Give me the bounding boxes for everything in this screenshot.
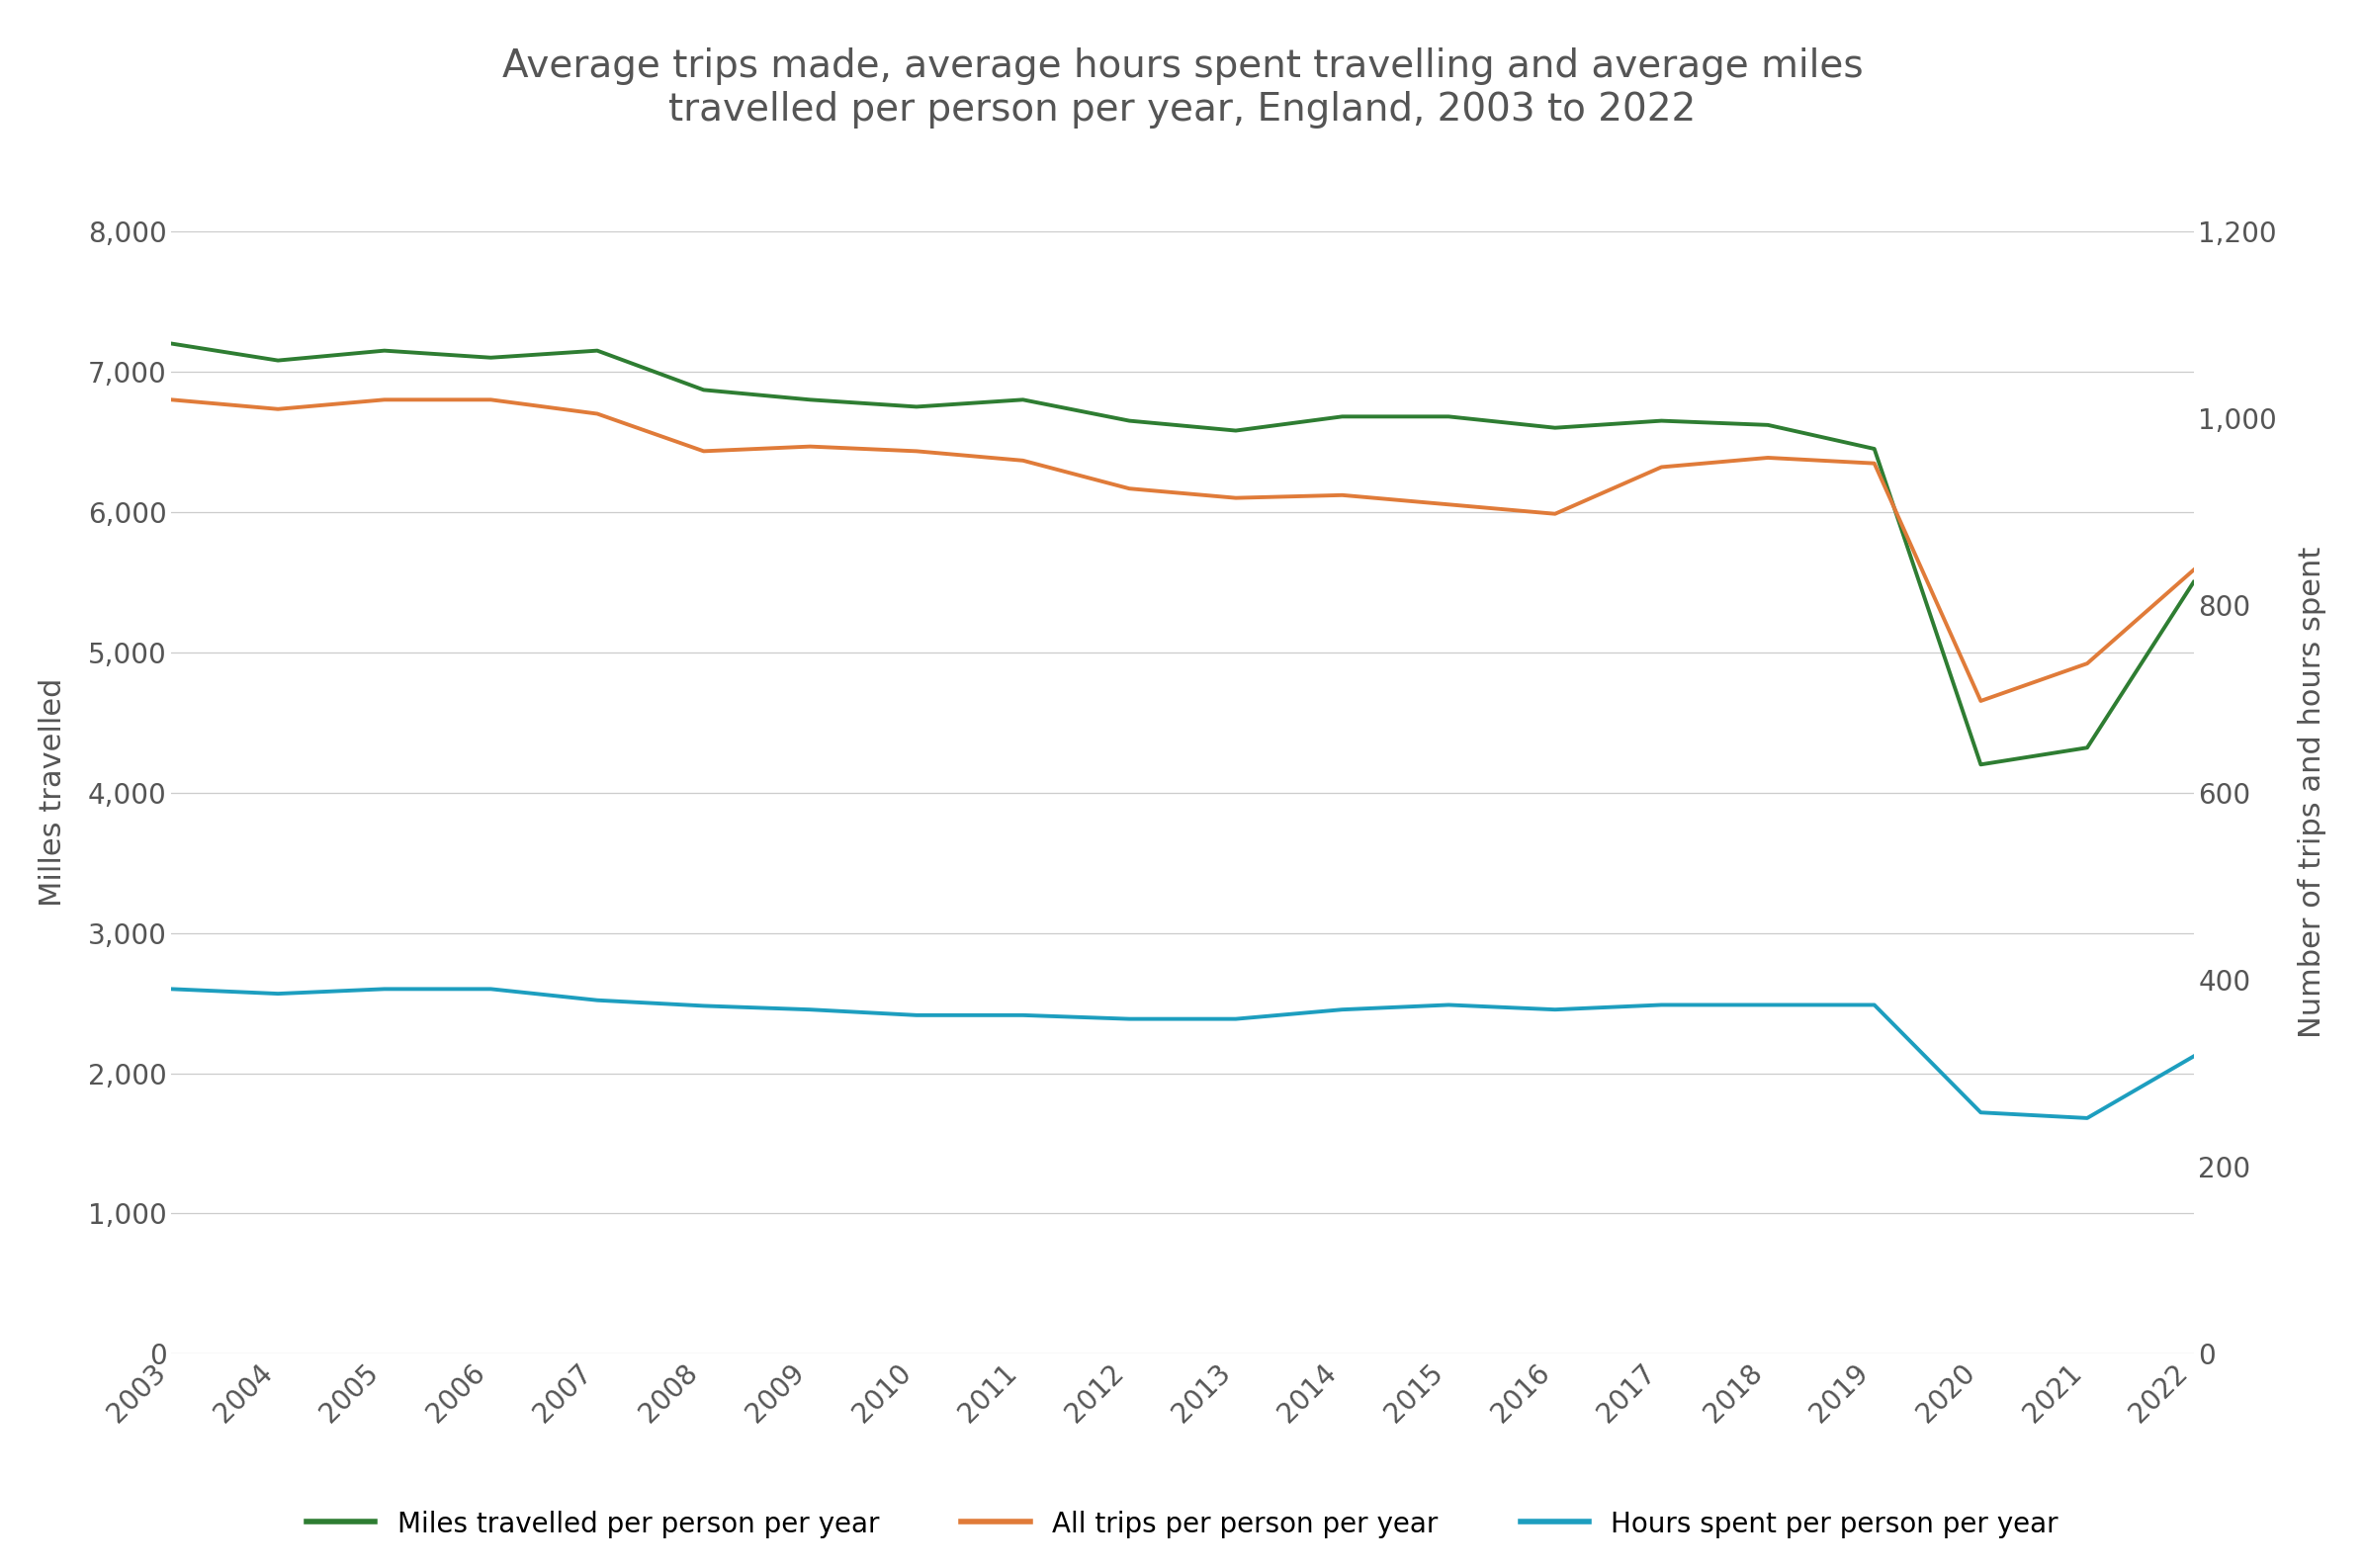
- All trips per person per year: [584, 405, 613, 423]
- All trips per person per year: [371, 390, 400, 409]
- All trips per person per year: [1223, 489, 1251, 508]
- Miles travelled per person per year: [478, 348, 506, 367]
- Miles travelled per person per year: [903, 397, 932, 416]
- Miles travelled per person per year: [1010, 390, 1038, 409]
- All trips per person per year: [1436, 495, 1464, 514]
- Hours spent per person per year: [1755, 996, 1783, 1014]
- Miles travelled per person per year: [158, 334, 187, 353]
- Hours spent per person per year: [1010, 1005, 1038, 1024]
- All trips per person per year: [1329, 486, 1358, 505]
- All trips per person per year: [1648, 458, 1677, 477]
- All trips per person per year: [691, 442, 719, 461]
- Hours spent per person per year: [797, 1000, 825, 1019]
- Hours spent per person per year: [265, 985, 293, 1004]
- Hours spent per person per year: [1436, 996, 1464, 1014]
- Miles travelled per person per year: [1968, 756, 1996, 775]
- Hours spent per person per year: [1329, 1000, 1358, 1019]
- All trips per person per year: [1542, 505, 1570, 524]
- Hours spent per person per year: [158, 980, 187, 999]
- Line: Hours spent per person per year: Hours spent per person per year: [173, 989, 2195, 1118]
- Y-axis label: Milles travelled: Milles travelled: [38, 679, 66, 906]
- Hours spent per person per year: [903, 1005, 932, 1024]
- Hours spent per person per year: [1648, 996, 1677, 1014]
- Miles travelled per person per year: [265, 351, 293, 370]
- Text: Average trips made, average hours spent travelling and average miles
travelled p: Average trips made, average hours spent …: [501, 47, 1864, 129]
- All trips per person per year: [797, 437, 825, 456]
- Hours spent per person per year: [478, 980, 506, 999]
- All trips per person per year: [1861, 453, 1890, 472]
- Hours spent per person per year: [1968, 1102, 1996, 1121]
- Hours spent per person per year: [1542, 1000, 1570, 1019]
- All trips per person per year: [1968, 691, 1996, 710]
- Hours spent per person per year: [1223, 1010, 1251, 1029]
- All trips per person per year: [2074, 654, 2102, 673]
- Miles travelled per person per year: [1755, 416, 1783, 434]
- Hours spent per person per year: [1116, 1010, 1145, 1029]
- Miles travelled per person per year: [1329, 408, 1358, 426]
- Line: Miles travelled per person per year: Miles travelled per person per year: [173, 343, 2195, 765]
- Miles travelled per person per year: [371, 342, 400, 361]
- Miles travelled per person per year: [1223, 422, 1251, 441]
- Line: All trips per person per year: All trips per person per year: [173, 400, 2195, 701]
- Hours spent per person per year: [371, 980, 400, 999]
- All trips per person per year: [265, 400, 293, 419]
- Miles travelled per person per year: [1436, 408, 1464, 426]
- Miles travelled per person per year: [584, 342, 613, 361]
- Miles travelled per person per year: [691, 381, 719, 400]
- All trips per person per year: [158, 390, 187, 409]
- Miles travelled per person per year: [1648, 411, 1677, 430]
- Y-axis label: Number of trips and hours spent: Number of trips and hours spent: [2299, 547, 2327, 1038]
- Miles travelled per person per year: [2074, 739, 2102, 757]
- All trips per person per year: [1116, 480, 1145, 499]
- Miles travelled per person per year: [797, 390, 825, 409]
- All trips per person per year: [2181, 560, 2209, 579]
- All trips per person per year: [478, 390, 506, 409]
- Hours spent per person per year: [2074, 1109, 2102, 1127]
- Hours spent per person per year: [2181, 1047, 2209, 1066]
- Legend: Miles travelled per person per year, All trips per person per year, Hours spent : Miles travelled per person per year, All…: [307, 1512, 2058, 1538]
- Miles travelled per person per year: [1116, 411, 1145, 430]
- Miles travelled per person per year: [1542, 419, 1570, 437]
- Hours spent per person per year: [691, 996, 719, 1014]
- Miles travelled per person per year: [2181, 572, 2209, 591]
- All trips per person per year: [1010, 452, 1038, 470]
- Hours spent per person per year: [584, 991, 613, 1010]
- Miles travelled per person per year: [1861, 439, 1890, 458]
- Hours spent per person per year: [1861, 996, 1890, 1014]
- All trips per person per year: [903, 442, 932, 461]
- All trips per person per year: [1755, 448, 1783, 467]
